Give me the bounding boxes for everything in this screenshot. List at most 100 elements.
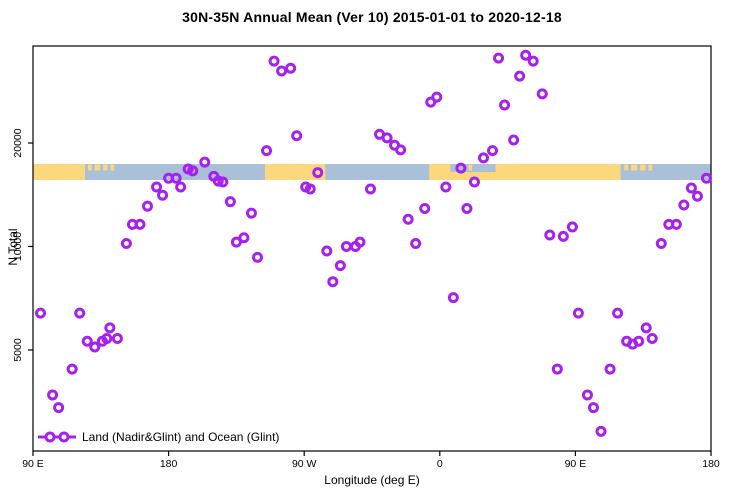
chart-title: 30N-35N Annual Mean (Ver 10) 2015-01-01 …	[182, 9, 562, 25]
data-point	[327, 276, 339, 288]
data-point	[402, 213, 414, 225]
x-tick-label: 90 W	[292, 458, 317, 470]
data-point	[419, 202, 431, 214]
data-point	[633, 335, 645, 347]
map-strip-island	[103, 164, 108, 171]
legend: Land (Nadir&Glint) and Ocean (Glint)	[38, 429, 279, 445]
data-point	[468, 176, 480, 188]
data-point	[157, 189, 169, 201]
data-point	[536, 88, 548, 100]
map-strip-land-segment	[33, 164, 85, 180]
data-point	[47, 389, 59, 401]
data-point	[587, 402, 599, 414]
data-point	[120, 238, 132, 250]
data-point	[461, 202, 473, 214]
plot-box	[32, 45, 712, 452]
data-point	[170, 172, 182, 184]
map-strip-island	[87, 164, 92, 171]
data-point	[604, 363, 616, 375]
data-point	[354, 236, 366, 248]
data-point	[217, 176, 229, 188]
data-point	[499, 99, 511, 111]
data-point	[142, 200, 154, 212]
legend-point-icon	[44, 431, 56, 443]
data-point	[268, 55, 280, 67]
data-point	[685, 182, 697, 194]
data-point	[487, 145, 499, 157]
data-point	[566, 221, 578, 233]
data-point	[514, 70, 526, 82]
data-point	[334, 260, 346, 272]
data-point	[245, 207, 257, 219]
map-strip-island	[624, 164, 629, 171]
map-strip-island	[648, 164, 653, 171]
map-strip-island	[640, 164, 646, 171]
data-point	[527, 55, 539, 67]
data-point	[612, 307, 624, 319]
data-point	[104, 322, 116, 334]
data-point	[440, 181, 452, 193]
data-point	[251, 251, 263, 263]
data-point	[66, 363, 78, 375]
data-point	[431, 91, 443, 103]
data-point	[595, 425, 607, 437]
y-axis-title: N Total	[6, 228, 20, 266]
data-point	[477, 152, 489, 164]
data-point	[238, 232, 250, 244]
data-point	[646, 332, 658, 344]
x-tick-label: 90 E	[565, 458, 587, 470]
map-strip-sea-notch	[450, 164, 496, 172]
data-point	[111, 332, 123, 344]
data-point	[74, 307, 86, 319]
data-point	[655, 238, 667, 250]
x-tick-label: 180	[160, 458, 178, 470]
x-axis-title: Longitude (deg E)	[324, 473, 420, 487]
data-point	[691, 190, 703, 202]
map-strip-island	[631, 164, 638, 171]
data-point	[410, 238, 422, 250]
data-point	[230, 236, 242, 248]
data-point	[151, 181, 163, 193]
data-point	[35, 307, 47, 319]
data-point	[187, 165, 199, 177]
data-point	[572, 307, 584, 319]
data-point	[395, 144, 407, 156]
data-point	[101, 332, 113, 344]
data-point	[304, 183, 316, 195]
data-point	[678, 199, 690, 211]
y-tick-label: 5000	[12, 338, 24, 362]
data-point	[291, 130, 303, 142]
legend-point-icon	[58, 431, 70, 443]
legend-marker-icon	[38, 431, 76, 443]
data-point	[544, 229, 556, 241]
data-point	[493, 52, 505, 64]
data-point	[321, 245, 333, 257]
x-tick-label: 90 E	[22, 458, 44, 470]
data-point	[557, 230, 569, 242]
x-tick-label: 0	[437, 458, 443, 470]
data-point	[134, 218, 146, 230]
map-strip-island	[468, 164, 473, 171]
map-strip-land-segment	[265, 164, 326, 180]
data-point	[175, 181, 187, 193]
data-point	[224, 196, 236, 208]
data-point	[340, 240, 352, 252]
data-point	[455, 162, 467, 174]
data-point	[276, 65, 288, 77]
data-point	[364, 183, 376, 195]
y-tick-label: 20000	[12, 128, 24, 157]
data-point	[581, 389, 593, 401]
map-strip-island	[94, 164, 101, 171]
legend-label: Land (Nadir&Glint) and Ocean (Glint)	[82, 430, 280, 444]
data-point	[312, 167, 324, 179]
data-point	[199, 156, 211, 168]
data-point	[261, 145, 273, 157]
data-point	[670, 218, 682, 230]
x-tick-label: 180	[702, 458, 720, 470]
data-point	[551, 363, 563, 375]
y-tick-label: 10000	[12, 232, 24, 261]
data-point	[53, 402, 65, 414]
data-point	[520, 49, 532, 61]
